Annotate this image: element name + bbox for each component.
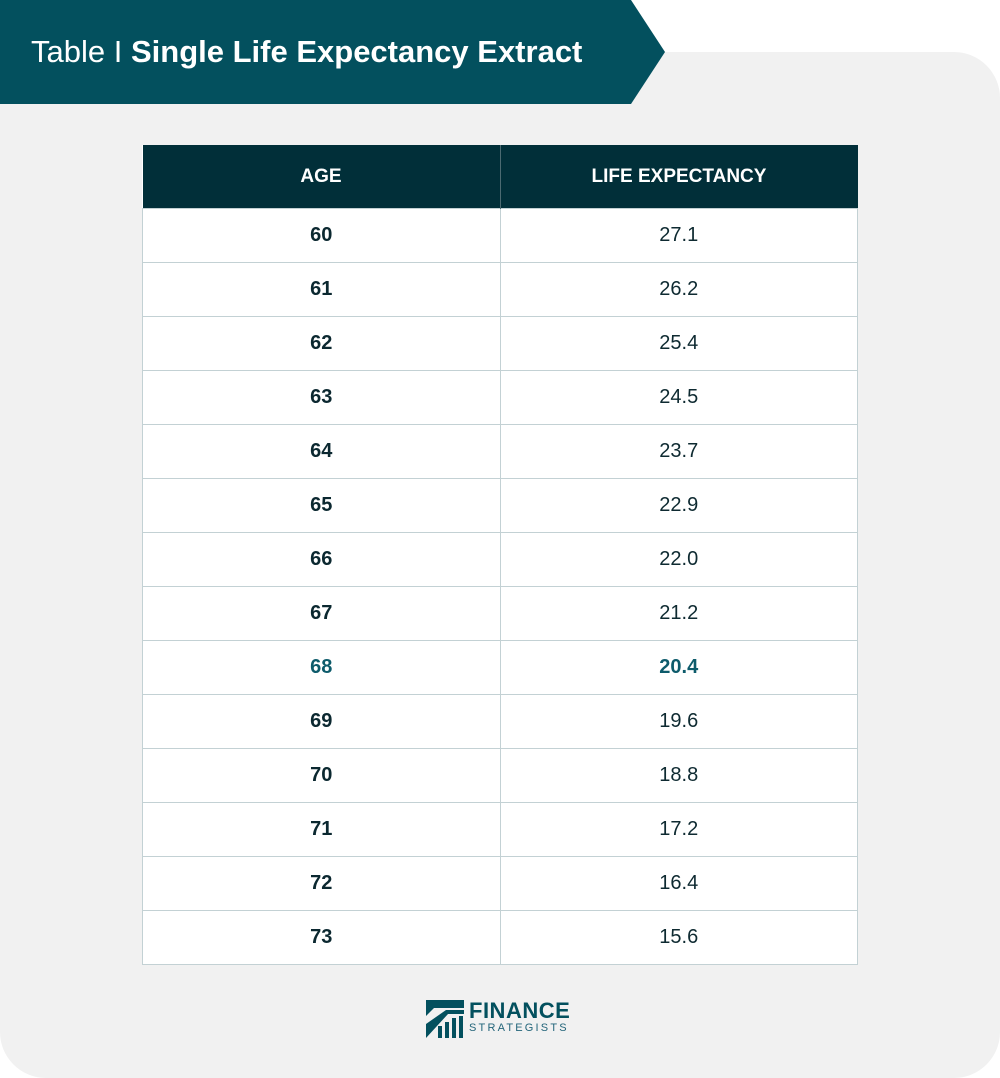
table-row: 73 15.6 — [142, 910, 858, 965]
age-cell: 64 — [142, 424, 501, 479]
age-cell: 69 — [142, 694, 501, 749]
finance-strategists-logo: FINANCE STRATEGISTS — [424, 998, 584, 1042]
table-row: 60 27.1 — [142, 208, 858, 263]
table-row: 63 24.5 — [142, 370, 858, 425]
column-header-age: AGE — [142, 145, 501, 209]
life-expectancy-cell: 26.2 — [499, 262, 858, 317]
age-cell: 68 — [142, 640, 501, 695]
life-expectancy-table: AGE LIFE EXPECTANCY 60 27.1 61 26.2 62 25.4 63… — [142, 145, 858, 965]
age-cell: 60 — [142, 208, 501, 263]
life-expectancy-cell: 17.2 — [499, 802, 858, 857]
life-expectancy-cell: 19.6 — [499, 694, 858, 749]
banner-arrow-shape — [0, 0, 665, 104]
age-cell: 70 — [142, 748, 501, 803]
logo-mark-icon — [426, 1000, 464, 1038]
age-cell: 73 — [142, 910, 501, 965]
age-cell: 71 — [142, 802, 501, 857]
table-row: 71 17.2 — [142, 802, 858, 857]
column-header-life-expectancy: LIFE EXPECTANCY — [500, 145, 858, 209]
life-expectancy-cell: 18.8 — [499, 748, 858, 803]
life-expectancy-cell: 23.7 — [499, 424, 858, 479]
life-expectancy-cell: 24.5 — [499, 370, 858, 425]
age-cell: 67 — [142, 586, 501, 641]
title-main: Single Life Expectancy Extract — [130, 34, 583, 69]
table-row: 65 22.9 — [142, 478, 858, 533]
table-row: 72 16.4 — [142, 856, 858, 911]
table-row: 70 18.8 — [142, 748, 858, 803]
table-row: 67 21.2 — [142, 586, 858, 641]
title-prefix: Table — [31, 34, 106, 69]
table-header-row: AGE LIFE EXPECTANCY — [142, 145, 858, 209]
age-cell: 61 — [142, 262, 501, 317]
life-expectancy-cell: 22.0 — [499, 532, 858, 587]
life-expectancy-cell: 20.4 — [499, 640, 858, 695]
life-expectancy-cell: 15.6 — [499, 910, 858, 965]
title-separator: I — [113, 34, 123, 69]
logo-wordmark: FINANCE STRATEGISTS — [469, 1000, 570, 1034]
table-body: 60 27.1 61 26.2 62 25.4 63 24.5 64 23.7 65 22.9 66 22… — [142, 208, 858, 965]
age-cell: 65 — [142, 478, 501, 533]
life-expectancy-cell: 25.4 — [499, 316, 858, 371]
age-cell: 72 — [142, 856, 501, 911]
logo-line-finance: FINANCE — [469, 998, 571, 1023]
age-cell: 62 — [142, 316, 501, 371]
age-cell: 63 — [142, 370, 501, 425]
table-row: 61 26.2 — [142, 262, 858, 317]
table-row: 64 23.7 — [142, 424, 858, 479]
table-row: 69 19.6 — [142, 694, 858, 749]
title-banner: Table I Single Life Expectancy Extract — [0, 0, 665, 104]
table-row: 62 25.4 — [142, 316, 858, 371]
life-expectancy-cell: 22.9 — [499, 478, 858, 533]
age-cell: 66 — [142, 532, 501, 587]
life-expectancy-cell: 27.1 — [499, 208, 858, 263]
page-title: Table I Single Life Expectancy Extract — [31, 0, 582, 104]
life-expectancy-cell: 16.4 — [499, 856, 858, 911]
table-row: 68 20.4 — [142, 640, 858, 695]
life-expectancy-cell: 21.2 — [499, 586, 858, 641]
logo-line-strategists: STRATEGISTS — [469, 1022, 569, 1034]
table-row: 66 22.0 — [142, 532, 858, 587]
